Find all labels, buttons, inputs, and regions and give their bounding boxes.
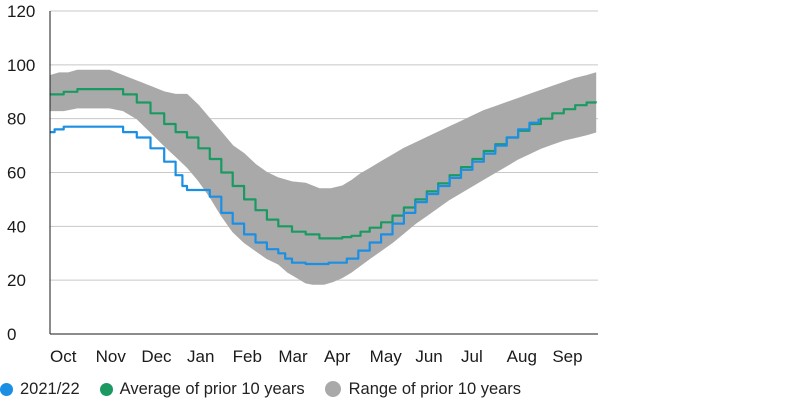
legend-swatch-icon <box>0 382 13 396</box>
legend-label: Range of prior 10 years <box>348 379 522 398</box>
x-tick-label: Jun <box>415 347 442 366</box>
y-tick-label: 100 <box>7 56 35 75</box>
legend-label: Average of prior 10 years <box>119 379 305 398</box>
line-chart: 0 20 40 60 80 100 120 Oct Nov Dec Jan Feb Mar Apr May… <box>7 2 598 366</box>
legend-item-series-3: Range of prior 10 years <box>324 379 522 399</box>
y-tick-label: 80 <box>7 110 26 129</box>
x-tick-label: Jul <box>461 347 483 366</box>
x-tick-labels: Oct Nov Dec Jan Feb Mar Apr May Jun Jul Aug Sep <box>50 347 583 366</box>
range-band-layer <box>49 69 597 285</box>
legend-label: 2021/22 <box>20 379 80 398</box>
y-tick-label: 40 <box>7 217 26 236</box>
series-line-2021-22 <box>50 118 540 266</box>
x-tick-label: Oct <box>50 347 77 366</box>
legend-item-series-2: Average of prior 10 years <box>99 379 305 399</box>
legend-swatch-icon <box>324 381 341 397</box>
x-tick-label: Feb <box>233 347 262 366</box>
legend: 2021/22 Average of prior 10 years Range … <box>0 378 541 400</box>
y-tick-label: 60 <box>7 164 26 183</box>
x-tick-label: Aug <box>507 347 537 366</box>
y-tick-label: 120 <box>7 2 35 21</box>
x-tick-label: Jan <box>187 347 214 366</box>
x-tick-label: May <box>370 347 403 366</box>
y-tick-label: 20 <box>7 271 26 290</box>
series-lines <box>50 88 597 266</box>
x-tick-label: Dec <box>141 347 172 366</box>
x-tick-label: Sep <box>552 347 582 366</box>
x-tick-label: Apr <box>324 347 351 366</box>
axes <box>49 11 598 335</box>
range-band <box>49 69 597 285</box>
x-tick-label: Mar <box>278 347 308 366</box>
y-tick-labels: 0 20 40 60 80 100 120 <box>7 2 35 344</box>
legend-swatch-icon <box>99 382 113 396</box>
x-tick-label: Nov <box>96 347 127 366</box>
y-tick-label: 0 <box>7 325 16 344</box>
legend-item-series-1: 2021/22 <box>0 380 80 399</box>
